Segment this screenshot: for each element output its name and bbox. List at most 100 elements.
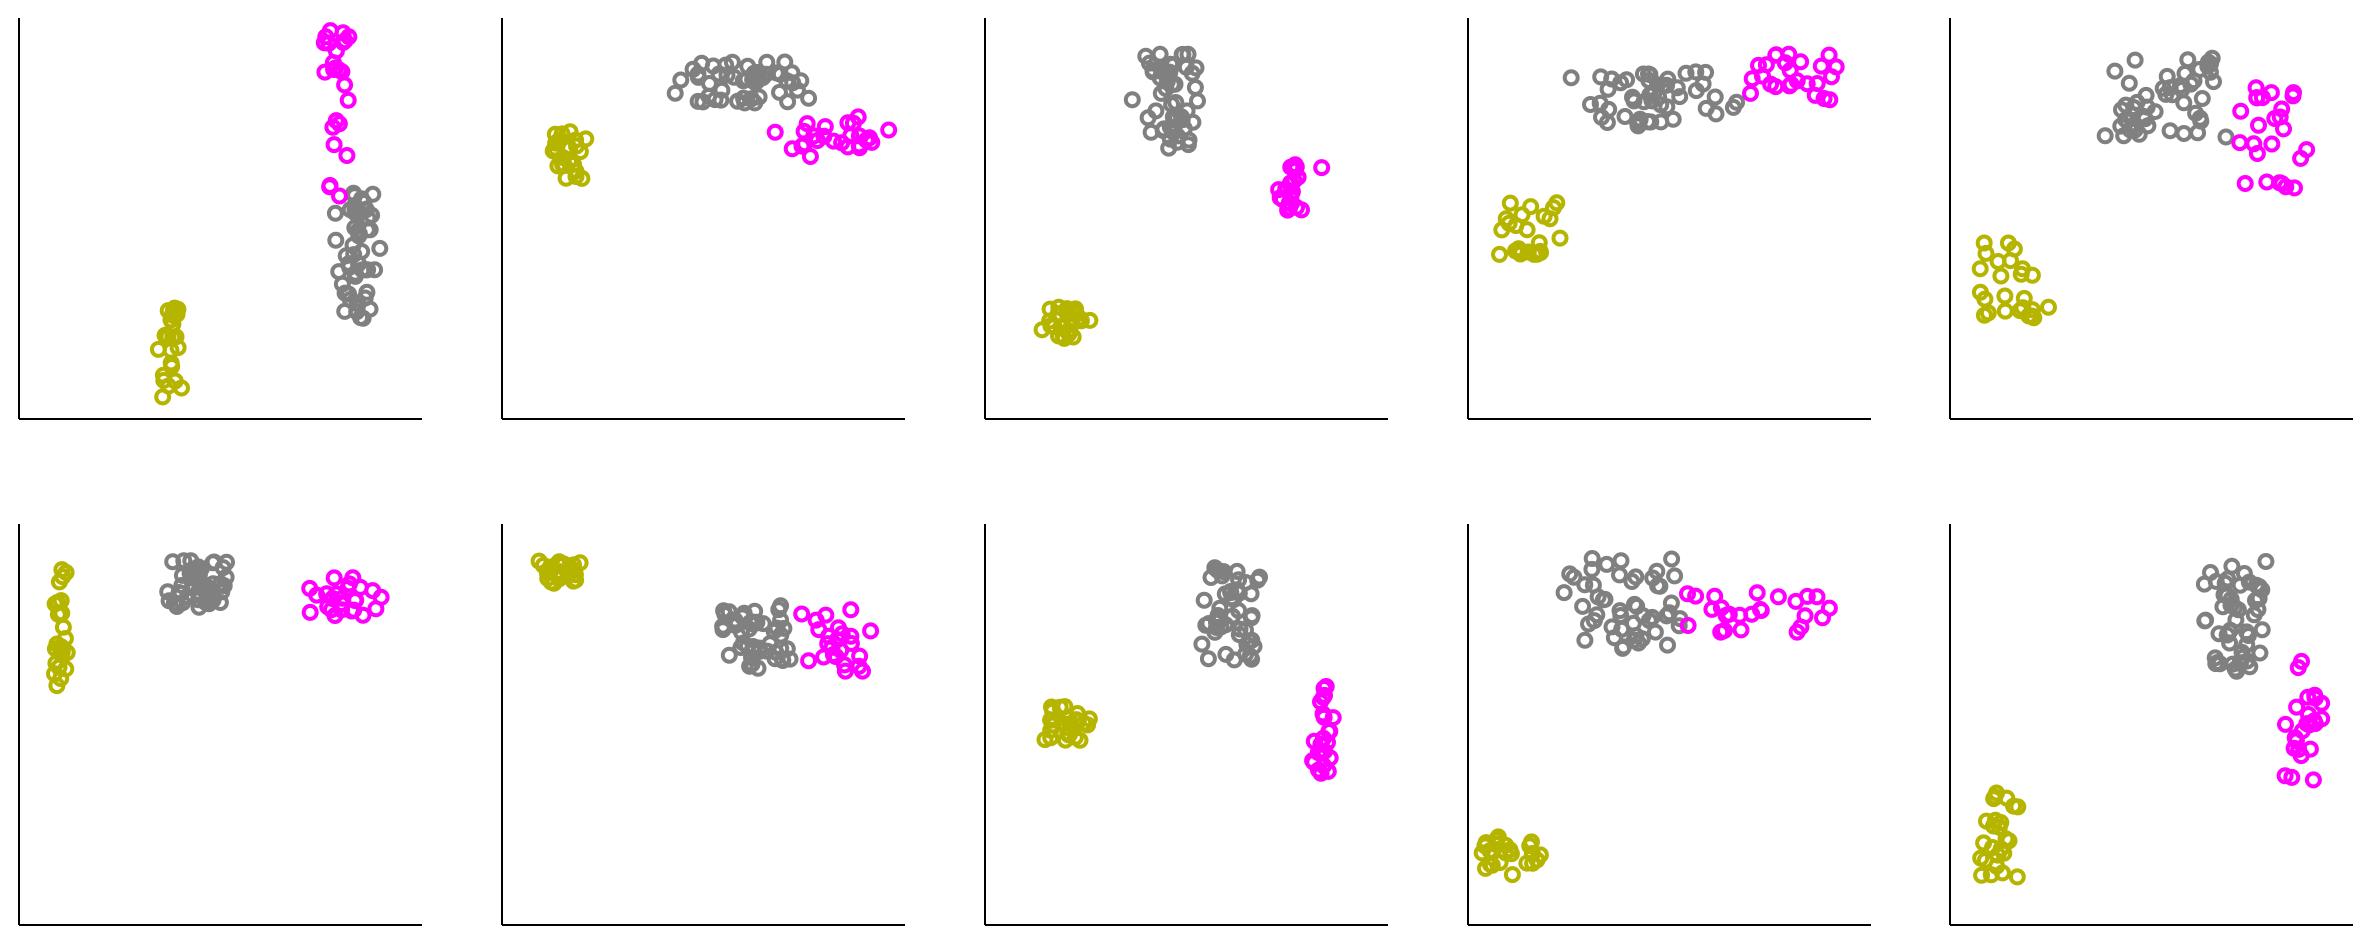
scatter-point	[800, 652, 818, 670]
scatter-point	[2112, 117, 2130, 135]
scatter-point	[1242, 585, 1260, 603]
scatter-point	[1477, 859, 1494, 877]
scatter-point	[1977, 244, 1995, 262]
scatter-point	[766, 123, 784, 141]
scatter-point	[2231, 134, 2249, 152]
scatter-point	[553, 125, 571, 143]
scatter-point	[324, 54, 342, 72]
scatter-point	[1503, 866, 1521, 884]
scatter-point	[819, 635, 837, 653]
scatter-point	[1767, 46, 1785, 64]
series-2	[326, 184, 389, 327]
series-3	[1304, 678, 1342, 782]
scatter-point	[1583, 560, 1601, 578]
scatter-point	[1781, 62, 1799, 79]
scatter-point	[2182, 75, 2200, 93]
scatter-point	[772, 611, 790, 629]
scatter-point	[1589, 588, 1607, 606]
scatter-point	[2221, 634, 2239, 652]
scatter-point	[1199, 650, 1217, 668]
series-3	[301, 569, 390, 624]
scatter-point	[1624, 88, 1641, 106]
scatter-point	[173, 379, 190, 397]
scatter-point	[1166, 75, 1184, 93]
scatter-point	[2262, 84, 2280, 102]
scatter-point	[1687, 63, 1705, 81]
series-3	[1679, 584, 1838, 641]
scatter-point	[1769, 588, 1787, 606]
scatter-point	[2218, 626, 2236, 644]
scatter-point	[326, 607, 344, 624]
scatter-point	[2193, 90, 2211, 107]
scatter-point	[2207, 572, 2225, 590]
scatter-point	[2175, 125, 2193, 142]
scatter-point	[1996, 302, 2014, 320]
scatter-point	[2040, 298, 2057, 316]
scatter-point	[2250, 578, 2268, 596]
scatter-panel-5	[1949, 18, 2353, 420]
scatter-point	[1053, 714, 1071, 732]
scatter-point	[801, 148, 819, 165]
scatter-point	[2236, 175, 2254, 192]
scatter-point	[1677, 64, 1695, 82]
scatter-point	[833, 625, 851, 643]
scatter-point	[1507, 242, 1524, 260]
scatter-point	[1324, 709, 1342, 727]
scatter-point	[2138, 98, 2156, 116]
scatter-point	[1041, 300, 1059, 318]
series-2	[159, 552, 235, 616]
scatter-point	[1224, 607, 1241, 625]
scatter-point	[861, 129, 878, 147]
scatter-point	[1748, 584, 1766, 602]
scatter-point	[1189, 92, 1206, 110]
scatter-point	[1545, 199, 1562, 217]
series-2	[1555, 550, 1689, 657]
scatter-point	[1633, 630, 1651, 648]
scatter-point	[48, 677, 66, 695]
scatter-point	[1971, 260, 1989, 278]
scatter-point	[1666, 567, 1684, 585]
scatter-point	[1179, 45, 1197, 63]
scatter-point	[1251, 568, 1268, 586]
series-3	[315, 22, 358, 205]
scatter-point	[1612, 552, 1630, 570]
scatter-point	[2248, 89, 2266, 107]
scatter-point	[2161, 79, 2179, 97]
scatter-point	[336, 76, 354, 94]
scatter-point	[190, 598, 208, 616]
scatter-point	[1582, 96, 1599, 113]
scatter-point	[2191, 109, 2209, 127]
scatter-point	[1996, 287, 2014, 305]
scatter-point	[2305, 712, 2323, 730]
scatter-panel-10	[1949, 524, 2353, 926]
scatter-point	[46, 640, 64, 658]
scatter-point	[2189, 124, 2207, 142]
scatter-point	[1063, 315, 1081, 333]
scatter-point	[754, 615, 772, 633]
scatter-panel-6	[18, 524, 422, 926]
scatter-point	[155, 371, 173, 389]
scatter-point	[1628, 597, 1646, 615]
scatter-point	[672, 71, 690, 89]
scatter-point	[1706, 88, 1724, 106]
scatter-point	[1278, 181, 1296, 199]
scatter-point	[1491, 245, 1508, 263]
series-3	[793, 601, 880, 680]
scatter-point	[1973, 866, 1991, 884]
scatter-point	[783, 64, 801, 82]
scatter-point	[1580, 615, 1597, 633]
scatter-point	[159, 583, 177, 601]
scatter-point	[2288, 698, 2306, 716]
scatter-point	[217, 568, 235, 586]
scatter-point	[720, 646, 738, 664]
scatter-point	[371, 239, 389, 257]
scatter-point	[774, 652, 792, 669]
scatter-point	[1643, 608, 1661, 626]
scatter-point	[2024, 307, 2041, 325]
scatter-point	[1659, 70, 1677, 88]
scatter-point	[2223, 557, 2241, 575]
scatter-point	[325, 136, 343, 154]
scatter-point	[816, 118, 834, 136]
scatter-point	[1614, 639, 1632, 657]
scatter-point	[1161, 130, 1179, 148]
